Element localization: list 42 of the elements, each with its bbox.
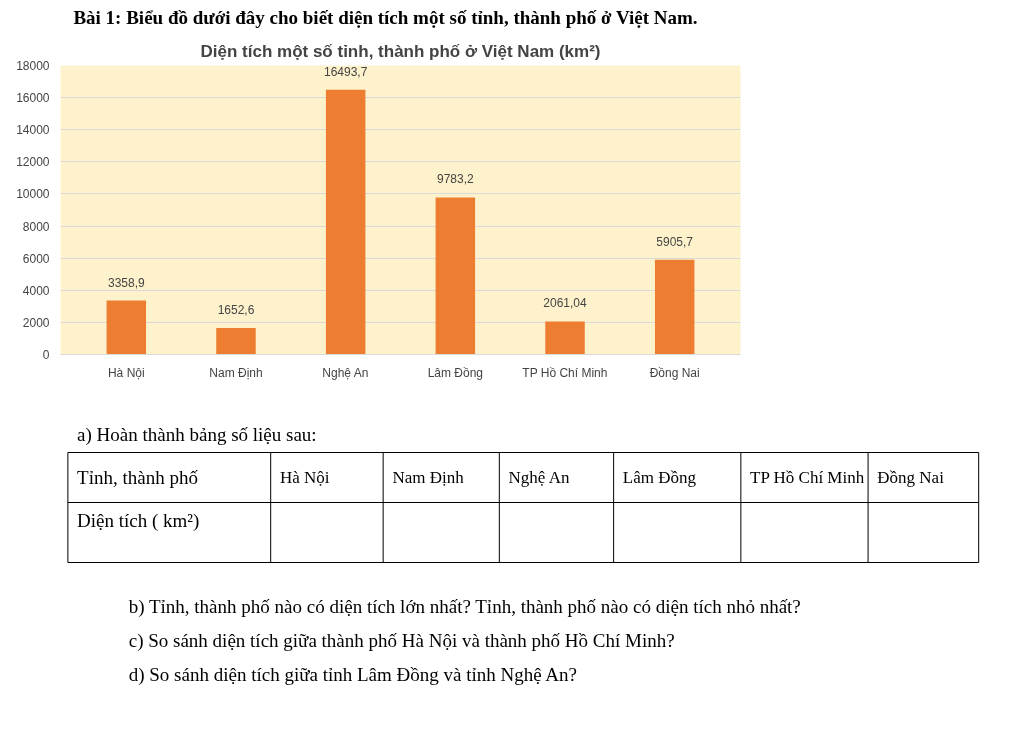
data-label: 16493,7 <box>323 64 368 79</box>
y-tick-label: 16000 <box>16 91 50 106</box>
y-tick-label: 18000 <box>16 59 50 73</box>
chart-title: Diện tích một số tỉnh, thành phố ở Việt Nam (km²) <box>200 41 601 61</box>
data-label: 9783,2 <box>436 172 475 187</box>
text: TP Hồ Chí Minh <box>750 468 865 487</box>
data-label: 2061,04 <box>543 296 588 311</box>
bar <box>435 197 476 355</box>
text: c) So sánh diện tích giữa thành phố Hà Nội và thành phố Hồ Chí Minh? <box>128 630 675 652</box>
text: Đồng Nai <box>877 468 945 487</box>
y-tick-label: 2000 <box>22 315 50 330</box>
data-label: 3358,9 <box>107 275 145 290</box>
text: Diện tích ( km²) <box>77 510 200 532</box>
text: Lâm Đồng <box>622 468 697 487</box>
data-label: 5905,7 <box>656 234 694 249</box>
text: Nghệ An <box>508 468 570 487</box>
y-tick-label: 14000 <box>16 123 50 138</box>
x-tick-label: Hà Nội <box>107 365 145 380</box>
text: b) Tỉnh, thành phố nào có diện tích lớn nhất? Tỉnh, thành phố nào có diện tích nhỏ nhất? <box>128 596 801 618</box>
bar <box>216 327 256 355</box>
bar <box>654 259 695 355</box>
bar <box>325 89 366 355</box>
bar <box>106 300 147 355</box>
y-tick-label: 8000 <box>22 219 50 234</box>
y-tick-label: 0 <box>42 348 50 362</box>
y-tick-label: 6000 <box>22 251 50 266</box>
y-tick-label: 10000 <box>16 187 50 202</box>
bar <box>545 321 585 355</box>
data-label: 1652,6 <box>217 302 255 317</box>
text: a) Hoàn thành bảng số liệu sau: <box>77 424 317 446</box>
x-tick-label: Lâm Đồng <box>427 365 484 380</box>
text: Nam Định <box>392 468 465 487</box>
x-tick-label: Nam Định <box>209 365 263 380</box>
y-tick-label: 4000 <box>22 283 50 298</box>
text: Bài 1: Biểu đồ dưới đây cho biết diện tích một số tỉnh, thành phố ở Việt Nam. <box>73 7 698 28</box>
x-tick-label: Đồng Nai <box>649 365 700 380</box>
y-tick-label: 12000 <box>16 155 50 170</box>
text: Hà Nội <box>279 468 330 487</box>
text: d) So sánh diện tích giữa tỉnh Lâm Đồng và tỉnh Nghệ An? <box>128 664 577 686</box>
x-tick-label: TP Hồ Chí Minh <box>522 365 608 380</box>
x-tick-label: Nghệ An <box>322 365 369 380</box>
text: Tỉnh, thành phố <box>77 467 199 488</box>
